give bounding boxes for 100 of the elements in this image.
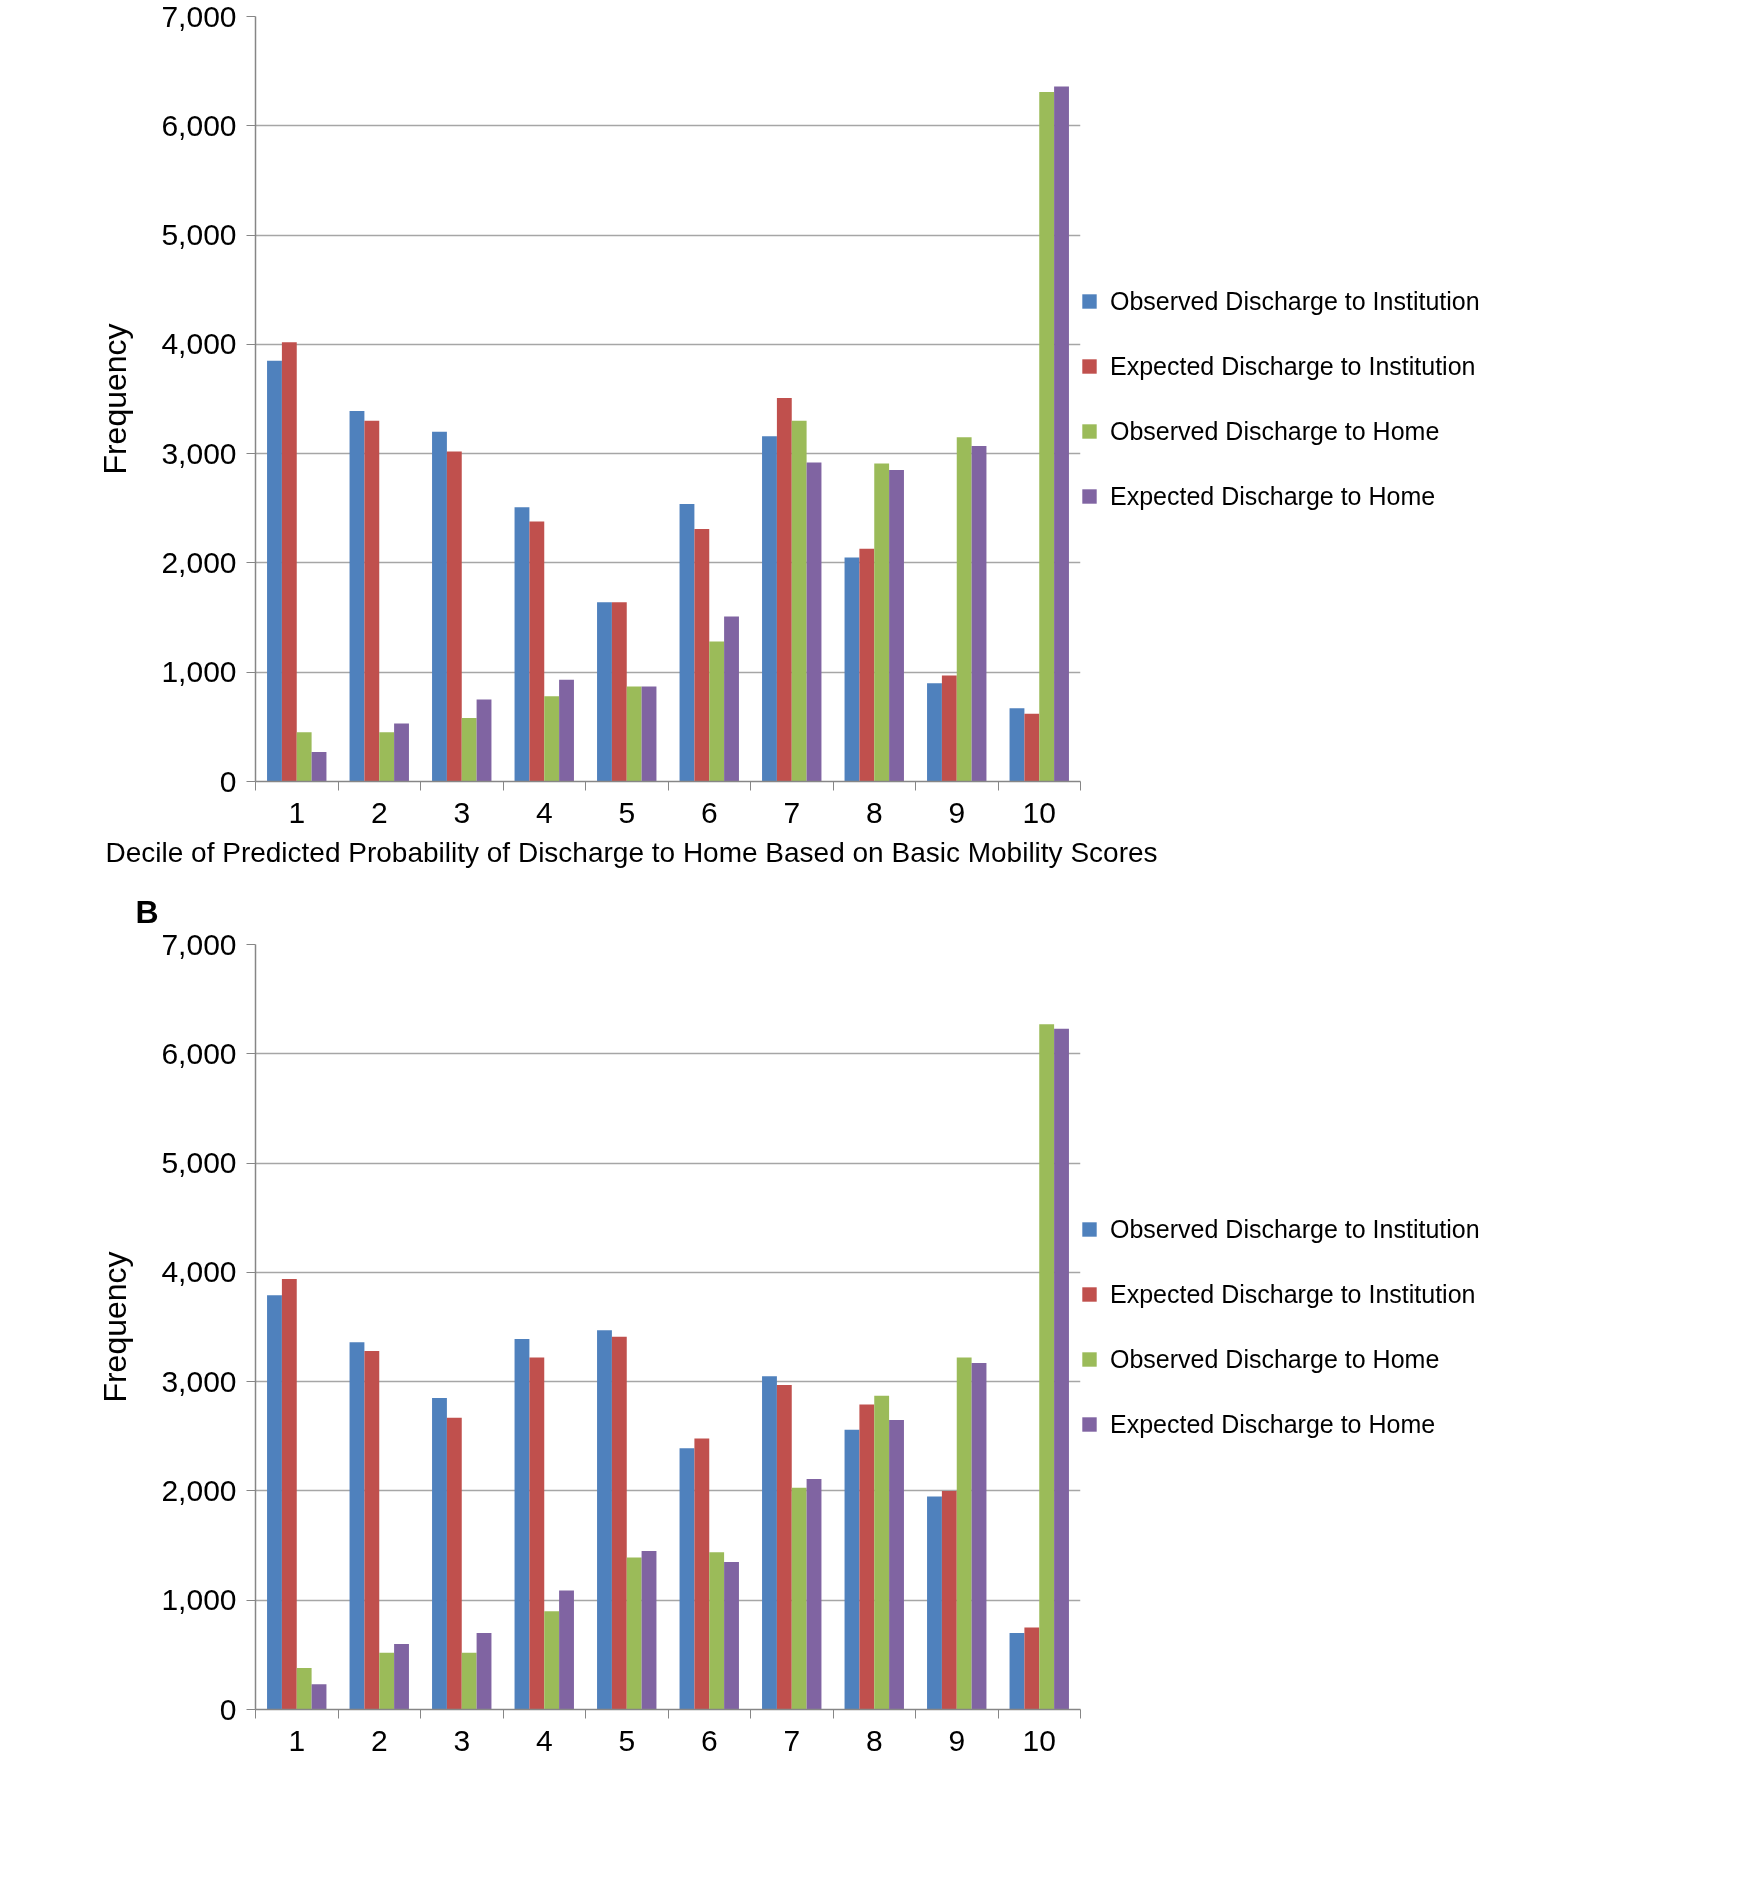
bar: [776, 397, 792, 782]
bar: [927, 1496, 942, 1710]
bar: [971, 1363, 987, 1710]
bar: [956, 437, 972, 782]
y-tick-label: 5,000: [161, 218, 237, 252]
legend-label: Observed Discharge to Home: [1110, 1344, 1440, 1374]
bar: [559, 679, 574, 782]
bar: [1039, 91, 1055, 782]
x-tick-label: 8: [865, 1723, 883, 1757]
x-tick-label: 1: [288, 795, 306, 829]
bar: [296, 1667, 312, 1710]
bar: [874, 463, 890, 782]
x-tick-label: 4: [535, 795, 553, 829]
x-tick-label: 3: [453, 1723, 471, 1757]
bar: [446, 451, 462, 782]
bar: [762, 1376, 777, 1710]
bar: [1054, 1028, 1069, 1710]
bar: [927, 683, 942, 782]
bar: [432, 1398, 447, 1710]
bar: [529, 521, 545, 782]
bar: [709, 1552, 725, 1710]
bar: [296, 732, 312, 782]
x-tick-label: 4: [535, 1723, 553, 1757]
y-tick-label: 3,000: [161, 436, 237, 470]
y-tick-label: 6,000: [161, 1036, 237, 1070]
bar: [806, 1478, 822, 1710]
bar: [461, 1652, 477, 1710]
legend-label: Expected Discharge to Home: [1110, 481, 1436, 511]
bar: [476, 699, 492, 782]
x-tick-label: 9: [948, 1723, 966, 1757]
bar: [364, 1351, 380, 1710]
y-tick-label: 3,000: [161, 1364, 237, 1398]
chart-title: B: [135, 893, 159, 930]
x-tick-label: 10: [1022, 795, 1056, 829]
bar: [694, 1438, 710, 1710]
bar: [844, 557, 860, 782]
y-tick-label: 1,000: [161, 655, 237, 689]
bar: [514, 507, 530, 782]
bar: [514, 1339, 530, 1710]
bar: [1024, 713, 1040, 782]
y-tick-label: 2,000: [161, 545, 237, 579]
legend-label: Expected Discharge to Institution: [1110, 351, 1476, 381]
bar: [791, 1487, 807, 1710]
x-tick-label: 5: [618, 1723, 636, 1757]
legend-label: Observed Discharge to Institution: [1110, 1214, 1480, 1244]
bar: [791, 420, 807, 782]
x-tick-label: 7: [783, 1723, 801, 1757]
bar: [889, 470, 904, 782]
bar: [597, 1330, 612, 1710]
x-tick-label: 2: [370, 795, 388, 829]
bar: [1039, 1024, 1055, 1710]
y-tick-label: 1,000: [161, 1583, 237, 1617]
bar: [1009, 1633, 1025, 1710]
x-tick-label: 8: [865, 795, 883, 829]
bar: [281, 1278, 297, 1710]
bar: [544, 1611, 560, 1710]
x-tick-label: 2: [370, 1723, 388, 1757]
bar: [394, 1643, 409, 1710]
bar: [859, 548, 875, 782]
y-tick-label: 2,000: [161, 1473, 237, 1507]
bar: [476, 1633, 492, 1710]
bar: [626, 686, 642, 782]
x-tick-label: 1: [288, 1723, 306, 1757]
bar: [1009, 708, 1025, 782]
bar: [349, 411, 365, 782]
bar: [529, 1357, 545, 1710]
bar: [597, 602, 612, 782]
legend-label: Expected Discharge to Institution: [1110, 1279, 1476, 1309]
bar: [679, 1448, 695, 1710]
x-tick-label: 5: [618, 795, 636, 829]
x-tick-label: 6: [700, 795, 718, 829]
y-tick-label: 4,000: [161, 327, 237, 361]
bar: [679, 503, 695, 782]
legend-label: Expected Discharge to Home: [1110, 1409, 1436, 1439]
bar: [446, 1417, 462, 1710]
y-tick-label: 6,000: [161, 108, 237, 142]
bar: [626, 1557, 642, 1710]
bar: [311, 1684, 327, 1710]
bar: [1024, 1627, 1040, 1710]
bar: [889, 1419, 904, 1710]
bar: [971, 445, 987, 782]
y-axis-title: Frequency: [97, 323, 134, 475]
bar: [364, 420, 380, 782]
bar: [844, 1429, 860, 1710]
bar: [394, 723, 409, 782]
bar: [379, 732, 395, 782]
bar: [611, 602, 627, 782]
bar: [641, 1551, 657, 1710]
bar: [941, 1490, 957, 1710]
legend-label: Observed Discharge to Institution: [1110, 286, 1480, 316]
bar: [379, 1652, 395, 1710]
bar: [694, 529, 710, 782]
bar: [776, 1384, 792, 1710]
x-tick-label: 10: [1022, 1723, 1056, 1757]
y-axis-title: Frequency: [97, 1251, 134, 1403]
bar: [956, 1357, 972, 1710]
legend-label: Observed Discharge to Home: [1110, 416, 1440, 446]
bar: [709, 641, 725, 782]
x-axis-title: Decile of Predicted Probability of Discharge to Home Based on Basic Mobility Scores: [105, 836, 1158, 868]
y-tick-label: 7,000: [161, 0, 237, 33]
